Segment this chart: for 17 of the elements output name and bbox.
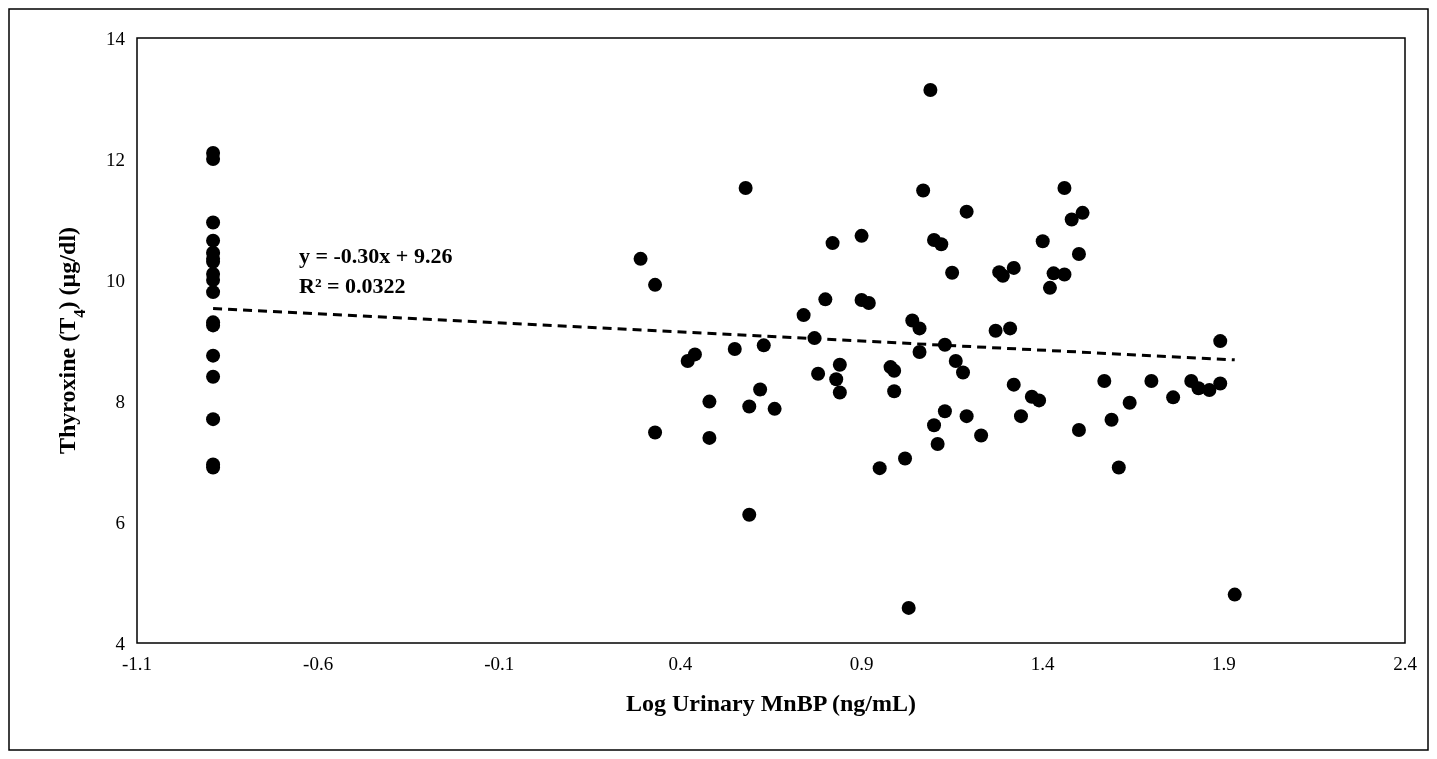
x-tick-label: 1.4: [1030, 653, 1056, 674]
x-tick-label: 0.4: [668, 653, 693, 674]
y-tick-label: 6: [115, 511, 125, 533]
annotation: R² = 0.0322: [299, 273, 406, 298]
x-tick-label: 1.9: [1211, 653, 1236, 674]
y-tick-label: 14: [106, 27, 126, 49]
y-tick-label: 8: [115, 390, 125, 412]
x-tick-label: -1.1: [121, 653, 153, 674]
x-axis-title: Log Urinary MnBP (ng/mL): [625, 690, 917, 716]
annotation: y = -0.30x + 9.26: [299, 243, 453, 268]
x-tick-label: 2.4: [1393, 653, 1418, 674]
y-tick-label: 4: [115, 632, 126, 654]
x-tick-label: -0.6: [303, 653, 334, 674]
x-tick-label: -0.1: [484, 653, 515, 674]
x-tick-label: 0.9: [849, 653, 874, 674]
y-tick-label: 12: [106, 148, 125, 170]
y-tick-label: 10: [106, 269, 125, 291]
